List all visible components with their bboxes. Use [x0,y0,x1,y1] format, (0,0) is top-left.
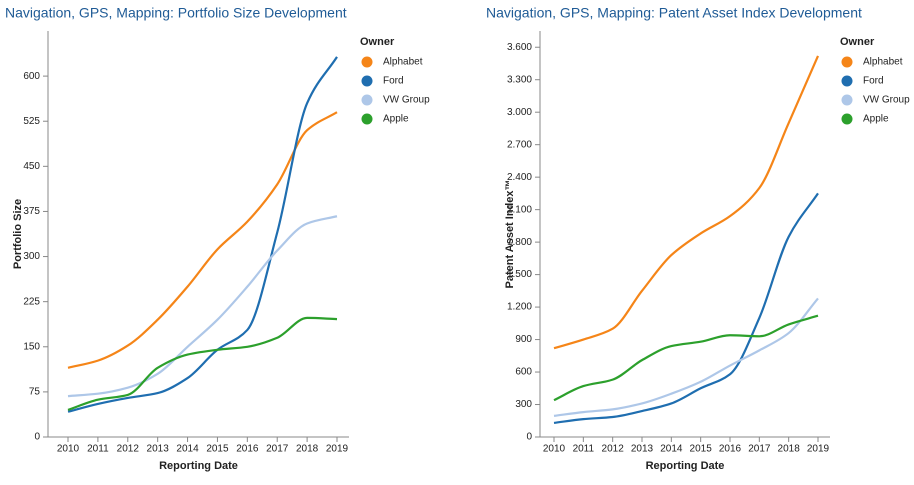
x-tick-label: 2019 [807,444,830,455]
line [67,316,338,411]
legend-swatch [361,94,373,106]
x-tick-label: 2011 [573,444,595,455]
legend-label: VW Group [863,95,910,106]
x-tick-label: 2014 [660,444,683,455]
chart-title: Navigation, GPS, Mapping: Patent Asset I… [486,5,862,21]
y-tick-label: 375 [23,206,40,217]
x-tick-label: 2011 [87,444,109,455]
line [553,314,819,402]
x-tick-label: 2016 [236,444,259,455]
y-tick-label: 1.200 [507,302,532,313]
x-tick-label: 2019 [326,444,349,455]
x-tick-label: 2010 [543,444,566,455]
legend-title: Owner [360,36,395,48]
y-tick-label: 2.700 [507,139,532,150]
x-axis-title: Reporting Date [646,460,725,472]
line [67,111,338,369]
legend-label: Alphabet [863,57,903,68]
y-tick-label: 0 [526,432,532,443]
chart-title: Navigation, GPS, Mapping: Portfolio Size… [5,5,347,21]
x-tick-label: 2013 [631,444,654,455]
y-tick-label: 0 [34,432,40,443]
y-tick-label: 900 [515,334,532,345]
legend-swatch [361,56,373,68]
legend-swatch [841,56,853,68]
legend-label: Alphabet [383,57,423,68]
y-axis-title: Portfolio Size [12,199,24,269]
legend-title: Owner [840,36,875,48]
line [553,55,820,350]
x-tick-label: 2018 [296,444,319,455]
legend-label: Apple [863,114,889,125]
legend-swatch [841,94,853,106]
x-tick-label: 2013 [147,444,170,455]
legend-label: Ford [383,76,404,87]
y-tick-label: 600 [515,367,532,378]
legend-label: Apple [383,114,409,125]
x-tick-label: 2018 [778,444,801,455]
legend-swatch [841,75,853,87]
x-tick-label: 2015 [206,444,229,455]
x-tick-label: 2016 [719,444,742,455]
x-tick-label: 2012 [602,444,625,455]
legend-swatch [361,75,373,87]
line [67,215,338,398]
x-tick-label: 2015 [690,444,713,455]
y-tick-label: 75 [29,387,41,398]
y-tick-label: 450 [23,161,40,172]
y-axis-title: Patent Asset Index™ [504,179,516,288]
line [67,56,338,413]
y-tick-label: 3.000 [507,107,532,118]
x-tick-label: 2017 [266,444,289,455]
x-axis-title: Reporting Date [159,460,238,472]
x-tick-label: 2017 [748,444,771,455]
y-tick-label: 1.800 [507,237,532,248]
y-tick-label: 2.100 [507,204,532,215]
y-tick-label: 300 [23,251,40,262]
y-tick-label: 1.500 [507,269,532,280]
y-tick-label: 3.300 [507,74,532,85]
y-tick-label: 525 [23,116,40,127]
legend-label: VW Group [383,95,430,106]
y-tick-label: 3.600 [507,42,532,53]
y-tick-label: 150 [23,341,40,352]
legend-label: Ford [863,76,884,87]
legend-swatch [361,113,373,125]
y-tick-label: 225 [23,296,40,307]
legend-swatch [841,113,853,125]
x-tick-label: 2010 [57,444,80,455]
y-tick-label: 2.400 [507,172,532,183]
line [553,192,819,425]
y-tick-label: 600 [23,71,40,82]
line [553,297,819,417]
y-tick-label: 300 [515,399,532,410]
x-tick-label: 2014 [176,444,199,455]
x-tick-label: 2012 [117,444,140,455]
